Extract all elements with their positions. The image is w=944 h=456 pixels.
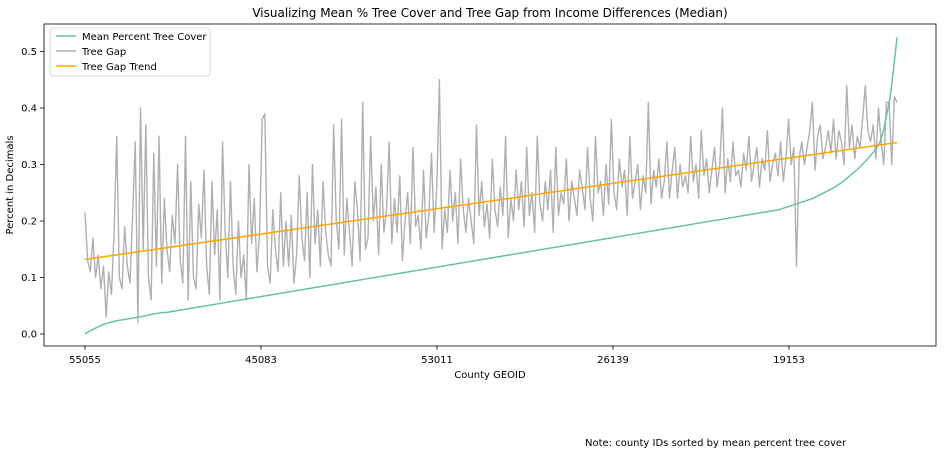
y-tick-label: 0.4 <box>21 104 37 115</box>
y-tick-label: 0.1 <box>21 273 37 284</box>
x-tick-label: 45083 <box>245 355 277 366</box>
y-axis-label: Percent in Decimals <box>5 135 16 234</box>
legend-label-trend: Tree Gap Trend <box>81 62 157 73</box>
legend-label-tree-cover: Mean Percent Tree Cover <box>82 32 207 43</box>
x-tick-label: 26139 <box>597 355 629 366</box>
footnote: Note: county IDs sorted by mean percent … <box>585 438 847 449</box>
y-tick-label: 0.5 <box>21 47 37 58</box>
x-tick-label: 55055 <box>69 355 101 366</box>
y-tick-label: 0.0 <box>21 330 37 341</box>
legend: Mean Percent Tree Cover Tree Gap Tree Ga… <box>49 27 211 77</box>
x-tick-label: 53011 <box>421 355 453 366</box>
y-tick-label: 0.3 <box>21 160 37 171</box>
y-tick-label: 0.2 <box>21 217 37 228</box>
x-tick-label: 19153 <box>773 355 805 366</box>
legend-label-tree-gap: Tree Gap <box>81 47 126 58</box>
series-line-tree-gap <box>84 79 898 324</box>
chart-title: Visualizing Mean % Tree Cover and Tree G… <box>252 6 727 20</box>
legend-box <box>49 27 211 77</box>
plot-area <box>43 23 937 347</box>
x-axis-label: County GEOID <box>454 370 526 381</box>
series-line-tree-gap-trend <box>84 141 898 261</box>
series-line-tree-cover <box>84 37 898 335</box>
